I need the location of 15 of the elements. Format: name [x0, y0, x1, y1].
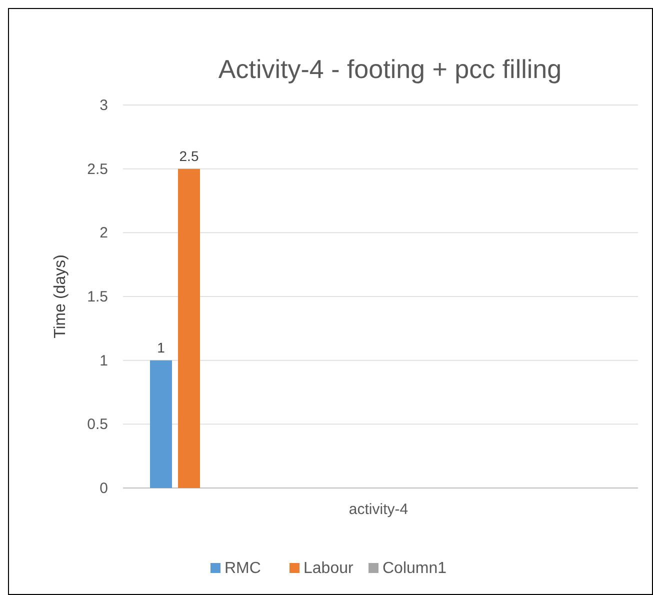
data-label: 1 [157, 339, 166, 356]
y-tick-label: 1.5 [87, 288, 108, 306]
y-tick-label: 2 [100, 224, 108, 242]
legend-label: Labour [304, 560, 354, 577]
y-tick-label: 3 [100, 97, 108, 114]
legend-label: RMC [224, 560, 261, 577]
y-tick-label: 0.5 [87, 416, 108, 434]
y-axis-title: Time (days) [52, 254, 69, 338]
y-tick-label: 2.5 [87, 160, 108, 178]
data-label: 2.5 [179, 148, 199, 164]
legend-label: Column1 [382, 560, 447, 577]
y-tick-label: 0 [100, 480, 108, 497]
x-tick-label: activity-4 [348, 501, 408, 518]
chart-title: Activity-4 - footing + pcc filling [218, 54, 562, 84]
y-tick-label: 1 [100, 352, 108, 370]
